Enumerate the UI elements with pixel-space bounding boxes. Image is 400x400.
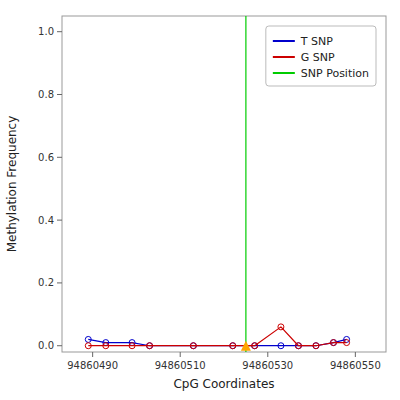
y-tick (57, 345, 62, 346)
x-tick (92, 352, 93, 357)
y-tick (57, 220, 62, 221)
y-tick (57, 282, 62, 283)
plot-frame (62, 16, 386, 352)
y-tick-label: 0.4 (38, 215, 54, 226)
series-point (344, 340, 350, 346)
legend-swatch (273, 56, 295, 58)
series-point (129, 343, 135, 349)
snp-position-line (245, 16, 246, 352)
y-tick (57, 157, 62, 158)
chart: 94860490 94860510 94860530 94860550 0.0 0.2 0.… (0, 0, 400, 400)
snp-marker (241, 341, 251, 351)
x-axis-label: CpG Coordinates (173, 377, 274, 391)
series-point (252, 343, 258, 349)
series-point (85, 343, 91, 349)
series-point (85, 336, 91, 342)
series-point (313, 343, 319, 349)
x-tick (267, 352, 268, 357)
y-tick-label: 0.0 (38, 340, 54, 351)
series-point (190, 343, 196, 349)
series-point (278, 324, 284, 330)
x-tick (180, 352, 181, 357)
legend-label: T SNP (300, 35, 333, 48)
y-axis-label: Methylation Frequency (5, 116, 19, 253)
series-point (147, 343, 153, 349)
y-tick-label: 1.0 (38, 26, 54, 37)
legend-label: SNP Position (301, 67, 369, 80)
series-line (88, 327, 346, 346)
y-tick-label: 0.2 (38, 277, 54, 288)
y-tick (57, 94, 62, 95)
series-line (88, 339, 346, 345)
y-tick (57, 31, 62, 32)
x-tick-label: 94860510 (155, 360, 206, 371)
x-tick-label: 94860530 (242, 360, 293, 371)
y-tick-label: 0.6 (38, 152, 54, 163)
x-tick-label: 94860550 (330, 360, 381, 371)
legend-swatch (273, 40, 295, 42)
series-point (230, 343, 236, 349)
x-tick (355, 352, 356, 357)
legend-label: G SNP (301, 51, 335, 64)
series-point (295, 343, 301, 349)
series-point (103, 343, 109, 349)
series-point (330, 340, 336, 346)
series-point (278, 343, 284, 349)
x-tick-label: 94860490 (67, 360, 118, 371)
y-tick-label: 0.8 (38, 89, 54, 100)
legend-swatch (273, 72, 295, 74)
legend-box (266, 26, 376, 86)
legend: T SNP G SNP SNP Position (266, 26, 376, 86)
